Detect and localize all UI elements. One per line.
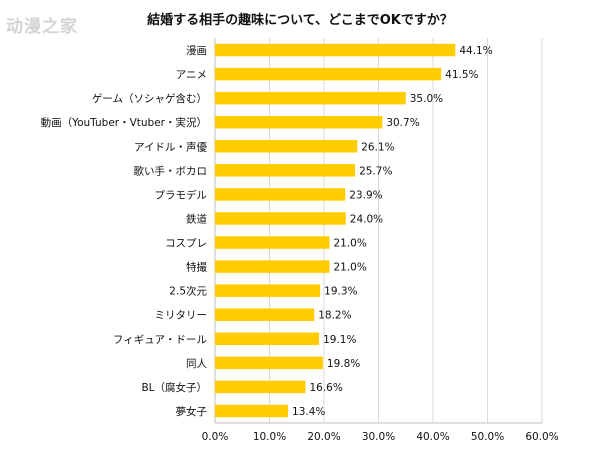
category-label: BL（腐女子）: [141, 381, 207, 394]
bar: [215, 67, 442, 81]
x-tick-label: 30.0%: [362, 431, 395, 443]
bar: [215, 115, 383, 129]
value-label: 41.5%: [445, 69, 478, 81]
watermark-logo: 动漫之家: [6, 17, 78, 37]
value-label: 23.9%: [349, 189, 382, 201]
value-label: 25.7%: [359, 165, 392, 177]
category-label: フィギュア・ドール: [113, 334, 207, 346]
x-tick-label: 20.0%: [307, 431, 340, 443]
value-label: 19.1%: [323, 334, 356, 346]
chart-title: 結婚する相手の趣味について、どこまでOKですか？: [147, 13, 453, 28]
bar: [215, 164, 356, 177]
bar: [215, 380, 306, 394]
category-label: 歌い手・ボカロ: [134, 164, 208, 177]
category-label: コスプレ: [165, 238, 207, 250]
category-label: 動画（YouTuber・Vtuber・実況）: [41, 116, 207, 129]
bar: [215, 212, 346, 225]
value-label: 18.2%: [318, 310, 351, 322]
value-label: 13.4%: [292, 406, 325, 418]
value-label: 35.0%: [410, 93, 443, 105]
category-label: アイドル・声優: [134, 140, 207, 153]
bar: [215, 140, 358, 153]
bar: [215, 308, 315, 321]
bar: [215, 188, 346, 201]
category-label: アニメ: [176, 69, 207, 81]
x-tick-label: 0.0%: [202, 431, 229, 443]
x-tick-label: 40.0%: [416, 431, 449, 443]
category-label: 特撮: [186, 261, 207, 274]
bar: [215, 236, 330, 249]
bar: [215, 332, 320, 346]
category-label: プラモデル: [155, 188, 208, 201]
bar: [215, 356, 323, 370]
value-label: 16.6%: [309, 382, 342, 394]
category-label: 2.5次元: [169, 285, 207, 298]
value-label: 19.8%: [327, 358, 360, 370]
bar: [215, 284, 321, 297]
category-label: 夢女子: [176, 405, 208, 418]
value-label: 19.3%: [324, 286, 357, 298]
category-label: 同人: [186, 358, 207, 370]
value-label: 21.0%: [333, 238, 366, 250]
category-label: 鉄道: [186, 212, 207, 225]
x-tick-label: 50.0%: [471, 431, 504, 443]
value-label: 21.0%: [333, 262, 366, 274]
x-tick-label: 60.0%: [525, 431, 558, 443]
bar: [215, 404, 289, 418]
value-label: 24.0%: [350, 213, 383, 225]
category-label: ゲーム（ソシャゲ含む）: [92, 92, 207, 105]
bar: [215, 43, 456, 57]
bar: [215, 91, 406, 105]
category-label: ミリタリー: [155, 310, 208, 322]
bar: [215, 260, 330, 273]
value-label: 44.1%: [459, 45, 492, 57]
value-label: 26.1%: [361, 141, 394, 153]
category-label: 漫画: [186, 44, 207, 57]
value-label: 30.7%: [386, 117, 419, 129]
x-tick-label: 10.0%: [253, 431, 286, 443]
